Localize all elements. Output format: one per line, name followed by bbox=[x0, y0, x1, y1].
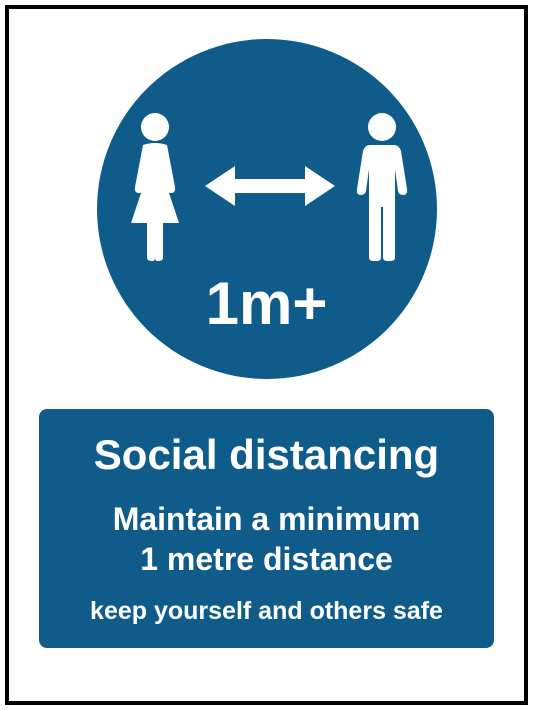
footer-line: keep yourself and others safe bbox=[57, 597, 476, 626]
distance-label: 1m+ bbox=[206, 269, 328, 338]
mandatory-circle-pictogram: 1m+ bbox=[97, 39, 437, 379]
headline: Social distancing bbox=[57, 431, 476, 479]
person-male-icon bbox=[353, 111, 411, 261]
person-female-icon bbox=[123, 111, 187, 261]
sign-frame: 1m+ Social distancing Maintain a minimum… bbox=[5, 5, 528, 705]
text-panel: Social distancing Maintain a minimum 1 m… bbox=[39, 409, 494, 648]
instruction-line-1: Maintain a minimum bbox=[113, 501, 421, 537]
figures-row bbox=[123, 111, 411, 261]
instruction-line: Maintain a minimum 1 metre distance bbox=[57, 499, 476, 579]
double-arrow-icon bbox=[205, 161, 335, 211]
instruction-line-2: 1 metre distance bbox=[140, 541, 393, 577]
